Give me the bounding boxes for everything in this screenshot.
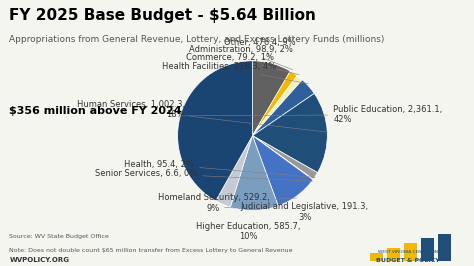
Bar — [421, 238, 434, 261]
Wedge shape — [253, 76, 302, 136]
Text: Homeland Security, 529.2,
9%: Homeland Security, 529.2, 9% — [158, 193, 297, 213]
Wedge shape — [253, 136, 313, 206]
Text: Judicial and Legislative, 191.3,
3%: Judicial and Legislative, 191.3, 3% — [225, 202, 369, 222]
Wedge shape — [253, 136, 318, 179]
Bar — [387, 248, 400, 261]
Wedge shape — [230, 136, 278, 210]
Text: Senior Services, 6.6, 0%: Senior Services, 6.6, 0% — [95, 169, 313, 181]
Wedge shape — [253, 136, 313, 180]
Bar — [370, 253, 383, 261]
Text: $356 million above FY 2024: $356 million above FY 2024 — [9, 106, 182, 117]
Wedge shape — [216, 136, 253, 207]
Text: BUDGET & POLICY: BUDGET & POLICY — [376, 258, 439, 263]
Wedge shape — [253, 71, 297, 136]
Text: Administration, 98.9, 2%: Administration, 98.9, 2% — [189, 45, 293, 70]
Text: WEST VIRGINIA CENTER ON: WEST VIRGINIA CENTER ON — [378, 250, 438, 254]
Wedge shape — [178, 61, 253, 201]
Text: Public Education, 2,361.1,
42%: Public Education, 2,361.1, 42% — [180, 105, 443, 124]
Wedge shape — [253, 80, 314, 136]
Bar — [404, 243, 417, 261]
Text: FY 2025 Base Budget - $5.64 Billion: FY 2025 Base Budget - $5.64 Billion — [9, 8, 316, 23]
Text: Appropriations from General Revenue, Lottery, and Excess Lottery Funds (millions: Appropriations from General Revenue, Lot… — [9, 35, 385, 44]
Wedge shape — [253, 93, 328, 173]
Text: Commerce, 79.2, 1%: Commerce, 79.2, 1% — [186, 53, 299, 75]
Text: WVPOLICY.ORG: WVPOLICY.ORG — [9, 257, 70, 263]
Text: Human Services, 1,002.3,
18%: Human Services, 1,002.3, 18% — [77, 100, 328, 132]
Text: Note: Does not double count $65 million transfer from Excess Lottery to General : Note: Does not double count $65 million … — [9, 248, 293, 253]
Text: Higher Education, 585.7,
10%: Higher Education, 585.7, 10% — [197, 216, 301, 241]
Wedge shape — [253, 61, 290, 136]
Text: Source: WV State Budget Office: Source: WV State Budget Office — [9, 234, 109, 239]
Bar — [438, 234, 451, 261]
Text: Health, 95.4, 2%: Health, 95.4, 2% — [124, 160, 315, 177]
Text: Other, 476.4, 9%: Other, 476.4, 9% — [224, 38, 296, 58]
Text: Health Facilities, 218.3, 4%: Health Facilities, 218.3, 4% — [163, 62, 308, 84]
